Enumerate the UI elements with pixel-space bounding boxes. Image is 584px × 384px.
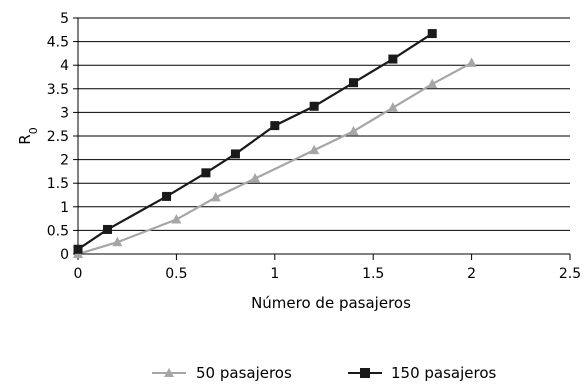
x-tick-label: 0.5 [165, 266, 187, 282]
legend-item-150-pasajeros: 150 pasajeros [348, 364, 497, 382]
x-tick-label: 0 [74, 266, 83, 282]
data-point-50-pasajeros [466, 57, 477, 67]
x-tick-label: 1.5 [362, 266, 384, 282]
data-point-150-pasajeros [270, 121, 280, 131]
legend-marker-150-pasajeros [360, 368, 370, 378]
y-axis-title-main: R [16, 134, 34, 144]
x-tick-labels: 0 0.5 1 1.5 2 2.5 [74, 254, 581, 282]
legend-item-50-pasajeros: 50 pasajeros [152, 364, 292, 382]
y-tick-label: 5 [60, 11, 69, 27]
data-point-150-pasajeros [103, 224, 113, 234]
y-axis-title: R0 [16, 127, 40, 144]
x-tick-label: 2 [467, 266, 476, 282]
y-tick-label: 2 [60, 153, 69, 169]
y-tick-label: 3 [60, 105, 69, 121]
y-tick-labels: 0 0.5 1 1.5 2 2.5 3 3.5 4 4.5 5 [47, 11, 78, 263]
data-point-50-pasajeros [309, 144, 320, 155]
series-50-pasajeros [73, 57, 477, 258]
x-tick-label: 1 [270, 266, 279, 282]
legend: 50 pasajeros 150 pasajeros [152, 364, 497, 382]
y-axis-title-subscript: 0 [27, 127, 40, 134]
x-tick-label: 2.5 [559, 266, 581, 282]
data-point-150-pasajeros [388, 54, 398, 64]
y-tick-label: 1.5 [47, 176, 69, 192]
x-axis-title: Número de pasajeros [251, 294, 411, 312]
series-layer [73, 29, 477, 258]
data-point-50-pasajeros [427, 78, 438, 89]
data-point-150-pasajeros [427, 29, 437, 39]
legend-label-150-pasajeros: 150 pasajeros [391, 364, 497, 382]
data-point-50-pasajeros [250, 172, 261, 183]
y-tick-label: 4.5 [47, 35, 69, 51]
legend-label-50-pasajeros: 50 pasajeros [196, 364, 292, 382]
series-150-pasajeros [73, 29, 437, 254]
data-point-150-pasajeros [162, 191, 172, 201]
data-point-150-pasajeros [309, 101, 319, 111]
data-point-150-pasajeros [73, 244, 83, 254]
y-tick-label: 2.5 [47, 129, 69, 145]
y-tick-label: 1 [60, 200, 69, 216]
series-line-50-pasajeros [77, 61, 473, 256]
data-point-150-pasajeros [230, 149, 240, 159]
legend-marker-50-pasajeros [164, 368, 174, 377]
data-point-50-pasajeros [348, 125, 359, 136]
data-point-50-pasajeros [171, 214, 182, 224]
data-point-150-pasajeros [349, 78, 359, 88]
data-point-50-pasajeros [210, 191, 221, 202]
data-point-50-pasajeros [112, 236, 123, 247]
data-point-50-pasajeros [387, 102, 398, 112]
data-point-150-pasajeros [201, 168, 211, 178]
gridlines [78, 17, 570, 231]
y-tick-label: 3.5 [47, 82, 69, 98]
series-line-150-pasajeros [77, 32, 433, 251]
y-tick-label: 4 [60, 58, 69, 74]
y-tick-label: 0 [60, 247, 69, 263]
y-tick-label: 0.5 [47, 223, 69, 239]
